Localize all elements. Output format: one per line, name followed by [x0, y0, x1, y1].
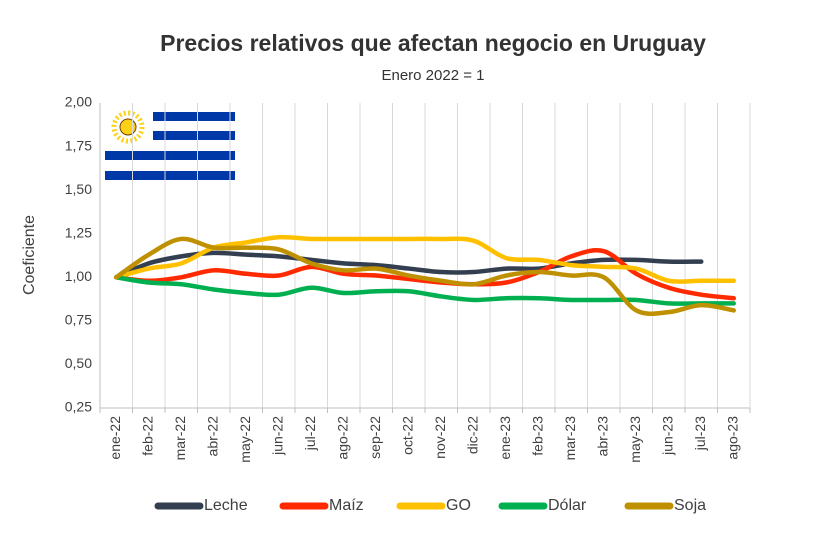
x-tick-label: oct-22 — [399, 416, 415, 455]
series-line — [114, 250, 704, 280]
series-line — [114, 236, 736, 317]
legend-label: GO — [446, 497, 471, 514]
legend-label: Dólar — [548, 497, 587, 514]
y-axis-title: Coeficiente — [21, 215, 38, 295]
y-tick-label: 1,75 — [65, 137, 92, 153]
flag-stripe — [105, 171, 235, 180]
flag-stripe — [105, 151, 235, 160]
y-tick-label: 0,25 — [65, 399, 92, 415]
x-tick-label: jun-22 — [269, 416, 285, 456]
series-line — [114, 275, 736, 306]
series-line — [114, 247, 736, 301]
x-tick-label: ene-22 — [107, 416, 123, 460]
y-tick-label: 0,50 — [65, 355, 92, 371]
legend-label: Soja — [674, 497, 706, 514]
legend-label: Leche — [204, 497, 248, 514]
x-tick-label: may-23 — [627, 416, 643, 463]
x-tick-label: jul-23 — [692, 416, 708, 451]
x-tick-label: ago-23 — [724, 416, 740, 460]
x-tick-label: ago-22 — [334, 416, 350, 460]
chart-title: Precios relativos que afectan negocio en… — [160, 30, 706, 56]
x-tick-label: may-22 — [237, 416, 253, 463]
y-tick-label: 2,00 — [65, 94, 92, 110]
chart-subtitle: Enero 2022 = 1 — [381, 67, 484, 84]
x-tick-label: abr-23 — [594, 416, 610, 457]
x-tick-label: ene-23 — [497, 416, 513, 460]
y-tick-label: 1,50 — [65, 181, 92, 197]
legend-label: Maíz — [329, 497, 364, 514]
x-tick-label: jun-23 — [659, 416, 675, 456]
sun-rays — [111, 110, 145, 144]
y-tick-label: 0,75 — [65, 312, 92, 328]
x-tick-label: dic-22 — [464, 416, 480, 454]
x-tick-label: nov-22 — [432, 416, 448, 459]
x-tick-label: abr-22 — [204, 416, 220, 457]
x-tick-label: feb-22 — [139, 416, 155, 456]
sun-face — [119, 118, 137, 136]
x-tick-label: jul-22 — [302, 416, 318, 451]
flag — [105, 110, 235, 182]
x-tick-label: feb-23 — [529, 416, 545, 456]
y-tick-label: 1,25 — [65, 224, 92, 240]
flag-stripe — [153, 112, 235, 121]
y-tick-label: 1,00 — [65, 268, 92, 284]
x-tick-label: sep-22 — [367, 416, 383, 459]
x-tick-label: mar-22 — [172, 416, 188, 461]
flag-stripe — [153, 131, 235, 140]
x-tick-label: mar-23 — [562, 416, 578, 461]
